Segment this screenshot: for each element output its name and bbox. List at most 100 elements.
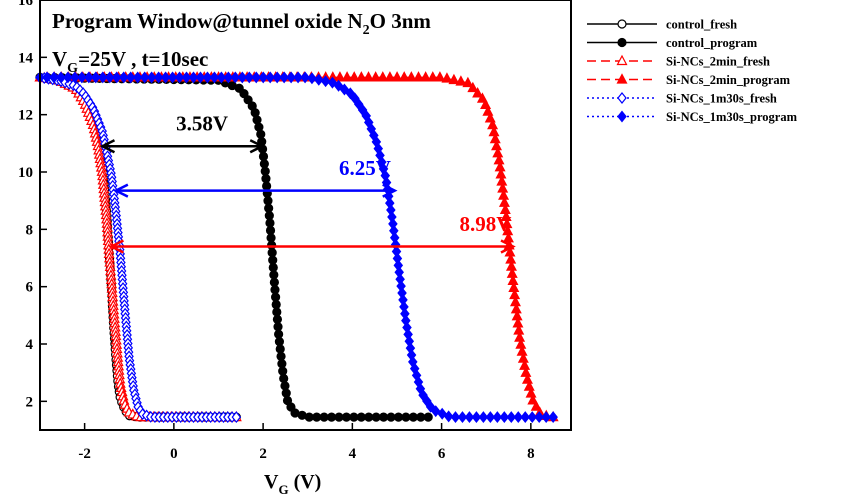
data-point (244, 71, 255, 84)
data-point (492, 411, 503, 424)
data-point (386, 412, 396, 422)
data-point (230, 71, 241, 84)
data-point (268, 255, 278, 265)
axis-ticks: -2 0 2 4 6 8 2 4 6 8 10 12 14 16 (18, 0, 535, 462)
x-tick-label: 2 (259, 446, 267, 462)
data-point (278, 366, 288, 376)
y-tick-label: 12 (18, 108, 33, 124)
y-tick-label: 10 (18, 165, 33, 181)
data-point (391, 71, 403, 82)
y-tick-label: 14 (18, 50, 34, 66)
data-point (319, 412, 329, 422)
data-point (280, 381, 290, 391)
data-point (188, 71, 199, 84)
data-point (349, 412, 359, 422)
legend-entry: Si-NCs_2min_fresh (587, 55, 770, 69)
annotation-label: 6.25V (339, 156, 391, 180)
data-point (231, 411, 242, 424)
data-point (485, 411, 496, 424)
data-point (269, 277, 279, 287)
data-point (146, 71, 157, 84)
data-point (348, 71, 360, 82)
data-point (377, 71, 389, 82)
data-point (293, 71, 303, 84)
x-tick-label: 6 (438, 446, 446, 462)
data-point (300, 71, 310, 84)
data-point (398, 71, 410, 82)
data-point (271, 299, 281, 310)
data-point (408, 412, 418, 422)
plot-frame (39, 0, 572, 431)
data-point (499, 411, 510, 424)
data-point (427, 71, 439, 82)
window-annotation: 6.25V (113, 156, 398, 198)
data-point (258, 71, 268, 84)
data-point (258, 151, 269, 162)
data-point (355, 71, 367, 82)
annotations: 3.58V 6.25V 8.98V (99, 111, 516, 254)
data-point (326, 412, 337, 422)
data-point (467, 81, 479, 93)
legend-label: control_fresh (666, 18, 737, 32)
legend: control_fresh control_program Si-NCs_2min_… (587, 18, 798, 124)
legend-marker (617, 92, 627, 104)
data-point (371, 412, 381, 422)
data-point (279, 373, 289, 384)
data-point (104, 71, 115, 84)
data-point (341, 71, 353, 82)
data-point (527, 411, 537, 424)
data-point (251, 71, 262, 84)
data-point (341, 412, 352, 422)
data-point (464, 411, 475, 424)
legend-label: control_program (666, 36, 758, 50)
data-point (223, 71, 234, 84)
data-point (239, 89, 249, 99)
data-point (265, 71, 275, 84)
data-point (370, 71, 382, 82)
data-point (462, 76, 474, 88)
data-point (153, 71, 164, 84)
data-point (434, 71, 446, 82)
data-point (513, 411, 524, 424)
data-point (174, 71, 185, 84)
annotation-arrowhead-left (113, 183, 129, 198)
data-point (312, 412, 322, 422)
annotation-arrowhead-right (249, 139, 266, 154)
data-point (125, 71, 136, 84)
window-annotation: 8.98V (108, 212, 516, 254)
y-tick-label: 2 (26, 394, 34, 410)
data-point (272, 71, 282, 84)
x-tick-label: 4 (349, 446, 357, 462)
legend-label: Si-NCs_1m30s_program (666, 110, 798, 124)
data-point (457, 411, 468, 424)
legend-entry: control_fresh (587, 18, 737, 32)
annotation-arrowhead-right (500, 239, 516, 254)
data-point (506, 411, 517, 424)
data-point (534, 411, 544, 424)
data-point (202, 71, 213, 84)
plot-area (34, 71, 559, 424)
data-point (273, 322, 283, 332)
data-point (476, 92, 488, 103)
data-point (274, 329, 284, 339)
data-point (450, 411, 461, 424)
data-point (264, 203, 274, 213)
data-point (139, 71, 150, 84)
data-point (423, 412, 433, 422)
data-point (265, 218, 275, 228)
data-point (195, 71, 206, 84)
data-point (416, 412, 426, 422)
data-point (478, 411, 489, 424)
data-point (264, 211, 274, 221)
annotation-arrowhead-left (99, 139, 116, 154)
data-point (412, 71, 424, 82)
x-axis-label: VG (V) (264, 471, 321, 497)
data-point (339, 83, 350, 96)
data-point (363, 71, 375, 82)
legend-label: Si-NCs_2min_program (666, 73, 791, 87)
data-point (455, 75, 467, 86)
data-point (263, 196, 273, 206)
legend-marker (617, 110, 627, 123)
y-tick-label: 8 (26, 222, 34, 238)
data-point (541, 411, 551, 424)
